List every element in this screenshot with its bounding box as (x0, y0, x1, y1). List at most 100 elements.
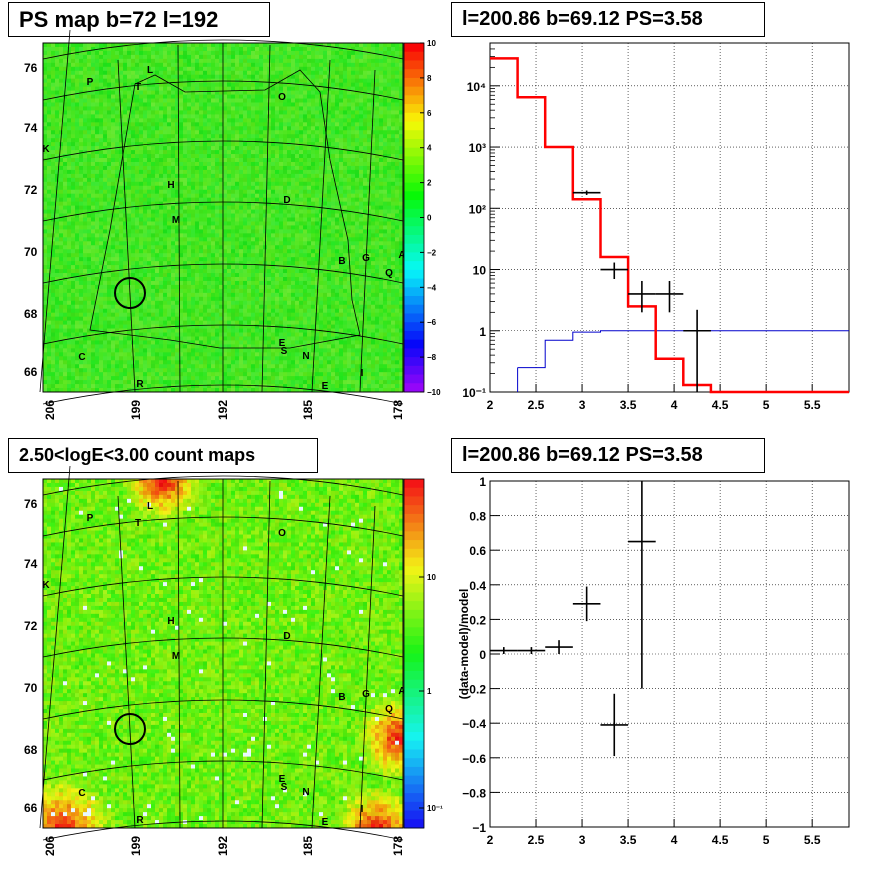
source-marker: E (322, 817, 329, 828)
longitude-tick-label: 178 (391, 836, 405, 856)
latitude-tick-label: 68 (24, 743, 38, 757)
source-marker: E (322, 381, 329, 392)
longitude-tick-label: 199 (129, 836, 143, 856)
source-marker: D (283, 631, 290, 642)
x-tick-label: 3.5 (620, 833, 637, 847)
latitude-tick-label: 70 (24, 681, 38, 695)
x-tick-label: 3 (579, 833, 586, 847)
source-marker: E (279, 338, 286, 349)
colorbar-tick-label: −2 (427, 248, 437, 257)
plot-frame (489, 42, 850, 393)
latitude-tick-label: 66 (24, 365, 38, 379)
y-tick-label: 0.6 (469, 544, 486, 558)
longitude-tick-label: 199 (129, 400, 143, 420)
source-marker: S (281, 782, 288, 793)
colorbar-tick-label: −4 (427, 283, 437, 292)
x-tick-label: 2.5 (528, 398, 545, 412)
colorbar (404, 479, 424, 829)
x-tick-label: 4 (671, 398, 678, 412)
y-tick-label: 10² (469, 202, 486, 216)
ps-map-title: PS map b=72 l=192 (8, 2, 270, 37)
x-tick-label: 5 (763, 833, 770, 847)
x-tick-label: 4.5 (712, 398, 729, 412)
source-marker: T (135, 82, 141, 93)
x-tick-label: 3 (579, 398, 586, 412)
y-tick-label: 10⁴ (467, 80, 486, 94)
map-pixels (43, 43, 404, 393)
longitude-tick-label: 192 (216, 400, 230, 420)
source-marker: K (42, 144, 50, 155)
source-marker: B (338, 692, 345, 703)
residual-chart: 2 2.5 3 3.5 4 4.5 5 5.5 −1 −0.8 −0.6 −0.4 −0.2 0 0.2 0.… (457, 475, 850, 847)
longitude-line (261, 480, 271, 829)
exposure-outline (89, 69, 361, 349)
y-tick-label: −0.4 (462, 717, 486, 731)
source-marker: C (78, 788, 85, 799)
x-tick-label: 2 (487, 833, 494, 847)
y-tick-label: 0.4 (469, 579, 486, 593)
longitude-tick-label: 185 (301, 836, 315, 856)
source-marker: H (167, 616, 174, 627)
y-tick-label: −0.2 (462, 683, 486, 697)
longitude-tick-label: 206 (43, 836, 57, 856)
source-marker: P (87, 77, 94, 88)
source-marker: D (283, 195, 290, 206)
source-marker: B (338, 256, 345, 267)
y-tick-label: 10 (473, 264, 487, 278)
colorbar-tick-label: 10⁻¹ (427, 804, 443, 813)
residual-title: l=200.86 b=69.12 PS=3.58 (451, 438, 765, 473)
colorbar-tick-label: 10 (427, 573, 436, 582)
source-marker: G (362, 689, 370, 700)
colorbar-tick-label: −6 (427, 318, 437, 327)
y-tick-label: 1 (479, 325, 486, 339)
latitude-tick-label: 76 (24, 61, 38, 75)
source-marker: H (167, 180, 174, 191)
colorbar-tick-label: −10 (427, 388, 441, 397)
source-marker: A (398, 250, 405, 261)
longitude-line (359, 69, 376, 393)
longitude-tick-label: 206 (43, 400, 57, 420)
longitude-line (39, 465, 71, 829)
y-tick-label: −0.6 (462, 752, 486, 766)
colorbar (404, 43, 424, 393)
source-marker: L (147, 65, 153, 76)
y-tick-label: 10³ (469, 141, 486, 155)
source-marker: Q (385, 704, 393, 715)
colorbar-tick-label: 8 (427, 74, 432, 83)
longitude-line (261, 44, 271, 393)
colorbar-tick-label: 0 (427, 214, 432, 223)
longitude-line (117, 495, 136, 829)
x-tick-label: 2.5 (528, 833, 545, 847)
latitude-tick-label: 68 (24, 307, 38, 321)
latitude-tick-label: 74 (24, 121, 38, 135)
spectrum-title-text: l=200.86 b=69.12 PS=3.58 (462, 8, 703, 30)
longitude-line (177, 44, 181, 393)
colorbar-tick-label: −8 (427, 353, 437, 362)
spectrum-chart: 2 2.5 3 3.5 4 4.5 5 5.5 10⁻¹ 1 10 10² 10³ 10⁴ (462, 42, 850, 412)
latitude-tick-label: 70 (24, 245, 38, 259)
colorbar-tick-label: 10 (427, 39, 436, 48)
y-tick-label: 0 (479, 648, 486, 662)
source-marker: A (398, 686, 405, 697)
x-tick-label: 3.5 (620, 398, 637, 412)
background-model-step (517, 330, 849, 369)
source-marker: P (87, 513, 94, 524)
source-marker: R (136, 815, 144, 826)
longitude-line (311, 495, 331, 829)
longitude-line (117, 59, 136, 393)
y-tick-label: −1 (472, 821, 486, 835)
total-model-step (490, 57, 849, 394)
plot-frame (489, 480, 850, 828)
longitude-line (39, 29, 71, 393)
x-tick-label: 2 (487, 398, 494, 412)
count-map-title: 2.50<logE<3.00 count maps (8, 438, 318, 473)
spectrum-title: l=200.86 b=69.12 PS=3.58 (451, 2, 765, 37)
source-marker: I (361, 368, 364, 379)
source-marker: M (172, 651, 180, 662)
source-marker: E (279, 774, 286, 785)
colorbar-tick-label: 6 (427, 109, 432, 118)
latitude-line (42, 475, 404, 496)
source-marker: O (278, 92, 286, 103)
